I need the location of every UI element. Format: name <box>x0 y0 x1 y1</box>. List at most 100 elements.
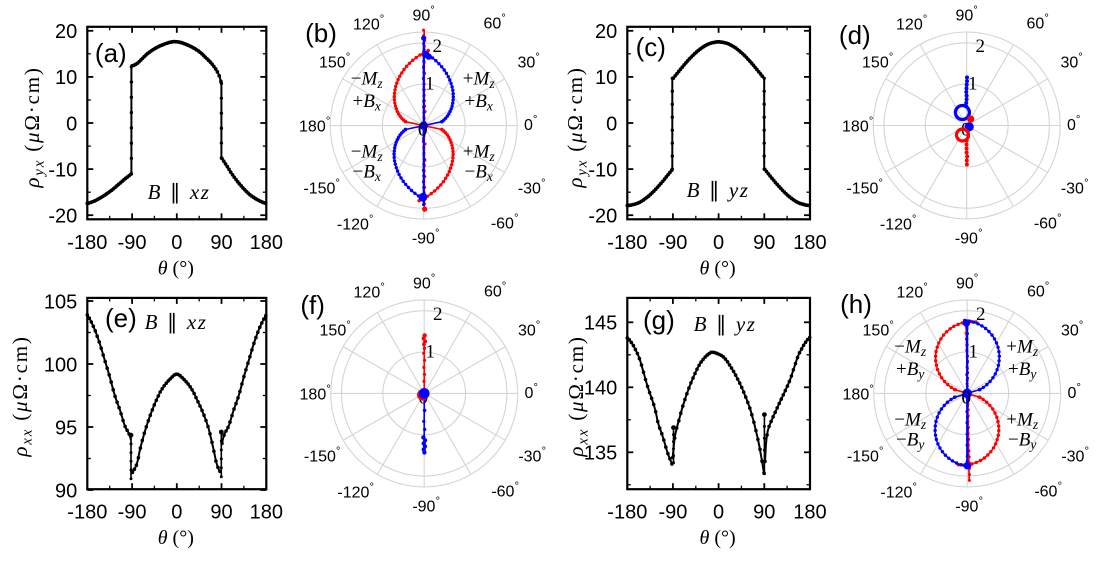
svg-text:0: 0 <box>713 502 724 524</box>
svg-text:-180: -180 <box>607 232 647 254</box>
svg-text:−Bx: −Bx <box>353 162 381 185</box>
svg-text:θ (°): θ (°) <box>700 257 736 279</box>
svg-text:1: 1 <box>425 74 435 95</box>
svg-text:95: 95 <box>55 417 77 439</box>
svg-text:−Mz: −Mz <box>894 409 927 432</box>
svg-text:90: 90 <box>753 502 775 524</box>
svg-text:(a): (a) <box>95 38 127 68</box>
svg-text:0°: 0° <box>524 114 538 134</box>
svg-text:-60°: -60° <box>491 213 519 233</box>
svg-text:-60°: -60° <box>1034 480 1062 500</box>
svg-text:-120°: -120° <box>880 214 917 234</box>
svg-text:90: 90 <box>210 232 232 254</box>
svg-text:0°: 0° <box>1067 114 1081 134</box>
svg-text:0: 0 <box>606 113 617 135</box>
svg-text:0°: 0° <box>1067 382 1081 402</box>
svg-text:−Mz: −Mz <box>894 336 927 359</box>
svg-text:−By: −By <box>896 429 924 452</box>
svg-text:ρxx (μΩ·cm): ρxx (μΩ·cm) <box>8 335 36 457</box>
svg-text:0: 0 <box>961 387 971 408</box>
svg-text:B ∥ yz: B ∥ yz <box>694 312 757 336</box>
svg-text:-20: -20 <box>48 206 77 228</box>
svg-text:120°: 120° <box>896 14 927 34</box>
svg-text:B ∥ xz: B ∥ xz <box>148 180 211 204</box>
svg-text:30°: 30° <box>1060 52 1082 72</box>
svg-text:30°: 30° <box>1061 319 1083 339</box>
svg-text:-30°: -30° <box>1061 178 1089 198</box>
svg-text:180°: 180° <box>300 383 331 403</box>
svg-text:ρxx (μΩ·cm): ρxx (μΩ·cm) <box>564 335 592 457</box>
svg-text:180: 180 <box>250 232 283 254</box>
svg-text:145: 145 <box>584 313 617 335</box>
svg-text:180: 180 <box>793 232 826 254</box>
svg-text:120°: 120° <box>354 281 385 301</box>
svg-text:(e): (e) <box>105 303 137 333</box>
svg-text:10: 10 <box>55 67 77 89</box>
svg-text:20: 20 <box>55 21 77 43</box>
svg-text:20: 20 <box>595 21 617 43</box>
svg-text:30°: 30° <box>517 52 539 72</box>
svg-text:θ (°): θ (°) <box>158 527 194 549</box>
svg-text:-120°: -120° <box>337 481 374 501</box>
svg-text:90°: 90° <box>412 5 434 25</box>
svg-text:+Mz: +Mz <box>1006 336 1039 359</box>
svg-text:-90°: -90° <box>412 495 440 515</box>
svg-text:+By: +By <box>1008 359 1036 382</box>
svg-text:-150°: -150° <box>846 178 883 198</box>
svg-text:-180: -180 <box>67 232 107 254</box>
svg-text:-90: -90 <box>658 232 687 254</box>
svg-text:(g): (g) <box>643 305 675 335</box>
svg-text:135: 135 <box>584 443 617 465</box>
svg-text:-90: -90 <box>118 232 147 254</box>
svg-text:0: 0 <box>418 120 428 141</box>
svg-text:−By: −By <box>1008 429 1036 452</box>
svg-text:-30°: -30° <box>518 178 546 198</box>
svg-text:+Bx: +Bx <box>353 91 381 114</box>
svg-text:0: 0 <box>171 502 182 524</box>
svg-text:0°: 0° <box>524 382 538 402</box>
svg-text:ρyx (μΩ·cm): ρyx (μΩ·cm) <box>20 66 48 188</box>
svg-text:60°: 60° <box>484 280 506 300</box>
svg-text:-90°: -90° <box>955 228 983 248</box>
svg-text:+By: +By <box>896 359 924 382</box>
svg-text:+Mz: +Mz <box>463 142 496 165</box>
svg-text:(h): (h) <box>840 289 872 319</box>
svg-text:(d): (d) <box>839 20 871 50</box>
svg-text:150°: 150° <box>862 52 893 72</box>
svg-text:120°: 120° <box>897 281 928 301</box>
svg-text:θ (°): θ (°) <box>158 257 194 279</box>
svg-text:-30°: -30° <box>1061 445 1089 465</box>
svg-text:+Bx: +Bx <box>465 91 493 114</box>
svg-text:(c): (c) <box>636 32 666 62</box>
svg-text:-120°: -120° <box>880 481 917 501</box>
svg-text:-90: -90 <box>658 502 687 524</box>
svg-text:2: 2 <box>433 304 443 325</box>
svg-text:120°: 120° <box>353 14 384 34</box>
svg-text:(b): (b) <box>305 18 337 48</box>
svg-text:-90°: -90° <box>955 495 983 515</box>
svg-text:0: 0 <box>713 232 724 254</box>
svg-text:180°: 180° <box>299 116 330 136</box>
svg-text:-10: -10 <box>588 159 617 181</box>
svg-text:180: 180 <box>793 502 826 524</box>
svg-text:150°: 150° <box>863 319 894 339</box>
svg-text:1: 1 <box>968 341 978 362</box>
svg-text:-10: -10 <box>48 159 77 181</box>
svg-text:2: 2 <box>432 36 442 57</box>
svg-text:10: 10 <box>595 67 617 89</box>
svg-text:-90: -90 <box>118 502 147 524</box>
svg-text:100: 100 <box>44 354 77 376</box>
svg-text:60°: 60° <box>1027 280 1049 300</box>
svg-text:60°: 60° <box>483 13 505 33</box>
svg-text:-120°: -120° <box>337 214 374 234</box>
svg-text:+Mz: +Mz <box>1006 409 1039 432</box>
svg-text:-180: -180 <box>607 502 647 524</box>
svg-text:180°: 180° <box>843 383 874 403</box>
svg-text:1: 1 <box>968 74 978 95</box>
svg-text:0: 0 <box>171 232 182 254</box>
svg-text:-90°: -90° <box>412 228 440 248</box>
svg-text:-150°: -150° <box>847 445 884 465</box>
svg-text:30°: 30° <box>518 319 540 339</box>
svg-text:2: 2 <box>976 304 986 325</box>
svg-text:B ∥ yz: B ∥ yz <box>687 178 750 202</box>
